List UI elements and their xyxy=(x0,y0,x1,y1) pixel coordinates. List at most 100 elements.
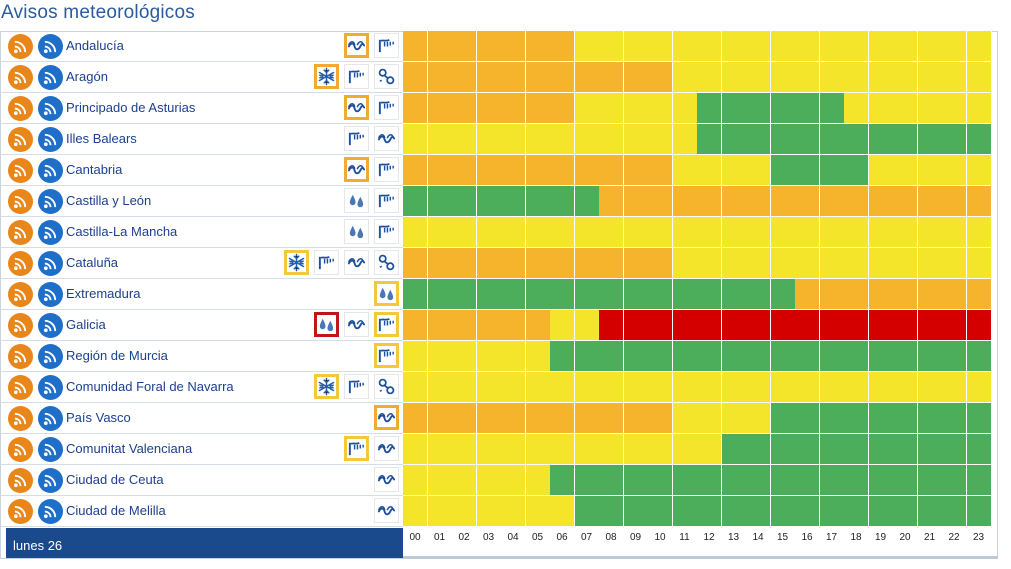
hour-warning-cell[interactable] xyxy=(770,434,796,465)
hour-warning-cell[interactable] xyxy=(452,93,477,124)
hour-warning-cell[interactable] xyxy=(476,186,502,217)
hour-warning-cell[interactable] xyxy=(599,403,624,434)
hour-warning-cell[interactable] xyxy=(452,248,477,279)
hour-warning-cell[interactable] xyxy=(550,124,575,155)
hour-warning-cell[interactable] xyxy=(697,186,722,217)
hour-warning-cell[interactable] xyxy=(550,434,575,465)
hour-warning-cell[interactable] xyxy=(942,217,967,248)
hour-warning-cell[interactable] xyxy=(868,217,894,248)
snowflake-icon[interactable] xyxy=(314,374,339,399)
rss-feed-icon[interactable] xyxy=(8,313,33,338)
hour-warning-cell[interactable] xyxy=(403,217,428,248)
hour-warning-cell[interactable] xyxy=(746,465,771,496)
hour-warning-cell[interactable] xyxy=(501,465,526,496)
hour-warning-cell[interactable] xyxy=(672,31,698,62)
region-name-link[interactable]: Región de Murcia xyxy=(66,348,168,363)
hour-warning-cell[interactable] xyxy=(697,217,722,248)
hour-warning-cell[interactable] xyxy=(427,93,453,124)
hour-warning-cell[interactable] xyxy=(599,341,624,372)
hour-warning-cell[interactable] xyxy=(893,341,918,372)
wind-flag-icon[interactable] xyxy=(314,250,339,275)
hour-warning-cell[interactable] xyxy=(476,372,502,403)
region-name-link[interactable]: Cataluña xyxy=(66,255,119,270)
hour-warning-cell[interactable] xyxy=(844,403,869,434)
hour-warning-cell[interactable] xyxy=(574,310,600,341)
hour-warning-cell[interactable] xyxy=(501,31,526,62)
hour-warning-cell[interactable] xyxy=(966,31,992,62)
hour-warning-cell[interactable] xyxy=(966,403,992,434)
hour-warning-cell[interactable] xyxy=(844,186,869,217)
hour-warning-cell[interactable] xyxy=(893,31,918,62)
hour-warning-cell[interactable] xyxy=(672,279,698,310)
hour-warning-cell[interactable] xyxy=(672,372,698,403)
hour-warning-cell[interactable] xyxy=(697,434,722,465)
hour-warning-cell[interactable] xyxy=(868,124,894,155)
hour-warning-cell[interactable] xyxy=(942,186,967,217)
hour-warning-cell[interactable] xyxy=(893,186,918,217)
hour-warning-cell[interactable] xyxy=(893,248,918,279)
hour-warning-cell[interactable] xyxy=(501,341,526,372)
hour-warning-cell[interactable] xyxy=(770,341,796,372)
hour-warning-cell[interactable] xyxy=(770,248,796,279)
hour-warning-cell[interactable] xyxy=(917,341,943,372)
hour-warning-cell[interactable] xyxy=(795,496,820,527)
coastal-wave-icon[interactable] xyxy=(344,33,369,58)
hour-warning-cell[interactable] xyxy=(966,62,992,93)
hour-warning-cell[interactable] xyxy=(574,434,600,465)
hour-warning-cell[interactable] xyxy=(550,341,575,372)
hour-warning-cell[interactable] xyxy=(746,372,771,403)
hour-warning-cell[interactable] xyxy=(697,31,722,62)
hour-warning-cell[interactable] xyxy=(476,124,502,155)
hour-warning-cell[interactable] xyxy=(525,403,551,434)
hour-warning-cell[interactable] xyxy=(427,62,453,93)
hour-warning-cell[interactable] xyxy=(648,217,673,248)
coastal-wave-icon[interactable] xyxy=(344,312,369,337)
hour-warning-cell[interactable] xyxy=(697,465,722,496)
wind-flag-icon[interactable] xyxy=(344,64,369,89)
rss-feed-icon[interactable] xyxy=(8,282,33,307)
hour-warning-cell[interactable] xyxy=(819,155,845,186)
hour-warning-cell[interactable] xyxy=(672,124,698,155)
hour-warning-cell[interactable] xyxy=(746,155,771,186)
region-name-link[interactable]: Aragón xyxy=(66,69,108,84)
hour-warning-cell[interactable] xyxy=(550,248,575,279)
wind-flag-icon[interactable] xyxy=(344,126,369,151)
hour-warning-cell[interactable] xyxy=(917,310,943,341)
hour-warning-cell[interactable] xyxy=(721,465,747,496)
hour-warning-cell[interactable] xyxy=(550,217,575,248)
hour-warning-cell[interactable] xyxy=(525,341,551,372)
hour-warning-cell[interactable] xyxy=(893,465,918,496)
hour-warning-cell[interactable] xyxy=(599,465,624,496)
hour-warning-cell[interactable] xyxy=(966,372,992,403)
hour-warning-cell[interactable] xyxy=(550,403,575,434)
hour-warning-cell[interactable] xyxy=(648,62,673,93)
hour-warning-cell[interactable] xyxy=(795,124,820,155)
hour-warning-cell[interactable] xyxy=(672,93,698,124)
hour-warning-cell[interactable] xyxy=(623,31,649,62)
hour-warning-cell[interactable] xyxy=(550,186,575,217)
hour-warning-cell[interactable] xyxy=(427,496,453,527)
hour-warning-cell[interactable] xyxy=(966,310,992,341)
hour-warning-cell[interactable] xyxy=(427,155,453,186)
hour-warning-cell[interactable] xyxy=(893,217,918,248)
hour-warning-cell[interactable] xyxy=(648,310,673,341)
hour-warning-cell[interactable] xyxy=(868,186,894,217)
hour-warning-cell[interactable] xyxy=(795,372,820,403)
hour-warning-cell[interactable] xyxy=(574,372,600,403)
hour-warning-cell[interactable] xyxy=(770,279,796,310)
hour-warning-cell[interactable] xyxy=(844,31,869,62)
hour-warning-cell[interactable] xyxy=(403,155,428,186)
hour-warning-cell[interactable] xyxy=(917,279,943,310)
hour-warning-cell[interactable] xyxy=(427,434,453,465)
hour-warning-cell[interactable] xyxy=(501,62,526,93)
rss-feed-alt-icon[interactable] xyxy=(38,313,63,338)
hour-warning-cell[interactable] xyxy=(917,186,943,217)
hour-warning-cell[interactable] xyxy=(623,186,649,217)
hour-warning-cell[interactable] xyxy=(574,186,600,217)
hour-warning-cell[interactable] xyxy=(770,403,796,434)
hour-warning-cell[interactable] xyxy=(868,279,894,310)
hour-warning-cell[interactable] xyxy=(844,217,869,248)
hour-warning-cell[interactable] xyxy=(844,62,869,93)
hour-warning-cell[interactable] xyxy=(868,496,894,527)
hour-warning-cell[interactable] xyxy=(501,372,526,403)
